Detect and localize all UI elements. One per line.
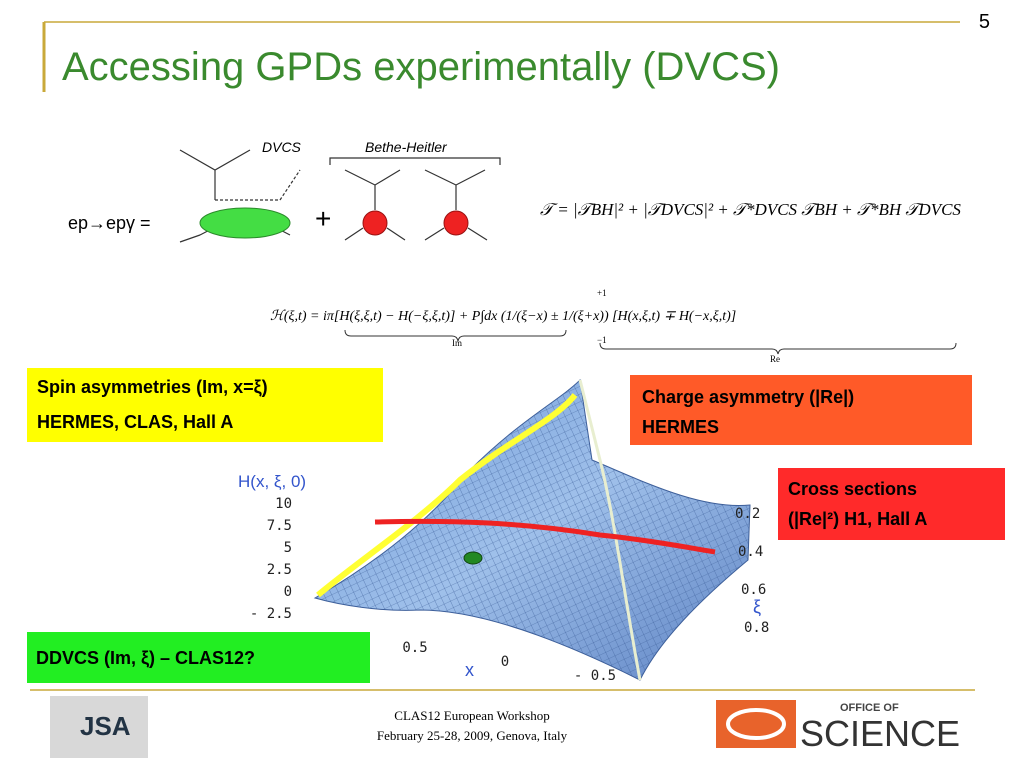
x-tick-label: 0 xyxy=(501,654,509,670)
box-bg xyxy=(27,368,383,442)
footer-line: February 25-28, 2009, Genova, Italy xyxy=(377,728,568,743)
underbrace xyxy=(344,329,567,342)
box-text: (|Re|²) H1, Hall A xyxy=(788,509,927,529)
bh-label: Bethe-Heitler xyxy=(365,139,448,155)
z-tick-label: 10 xyxy=(275,496,292,512)
box-text: DDVCS (Im, ξ) – CLAS12? xyxy=(36,648,255,669)
im-label: Im xyxy=(452,338,462,348)
x-tick-label: - 0.5 xyxy=(574,668,616,684)
footer-line: CLAS12 European Workshop xyxy=(394,708,549,723)
underbrace xyxy=(599,342,957,355)
xi-axis-label: ξ xyxy=(753,597,761,617)
box-text: HERMES xyxy=(642,417,719,437)
integral-limit: +1 xyxy=(597,288,607,298)
box-text: Charge asymmetry (|Re|) xyxy=(642,387,854,407)
amplitude-formula: 𝒯 = |𝒯BH|² + |𝒯DVCS|² + 𝒯*DVCS 𝒯BH + 𝒯*B… xyxy=(540,200,961,219)
slide-number: 5 xyxy=(979,11,990,33)
box-text: HERMES, CLAS, Hall A xyxy=(37,412,233,432)
surface-plot xyxy=(313,378,751,681)
z-tick-label: 0 xyxy=(284,584,292,600)
plus: + xyxy=(315,203,331,234)
bh-blob xyxy=(443,210,469,236)
z-tick-label: 5 xyxy=(284,540,292,556)
x-axis-label: x xyxy=(465,660,474,680)
box-text: Spin asymmetries (Im, x=ξ) xyxy=(37,377,268,398)
z-axis-label: H(x, ξ, 0) xyxy=(238,472,306,491)
z-tick-label: 2.5 xyxy=(267,562,292,578)
title: Accessing GPDs experimentally (DVCS) xyxy=(62,45,780,89)
xi-tick-label: 0.8 xyxy=(744,620,769,636)
integral-limit: −1 xyxy=(597,335,607,345)
science-logo xyxy=(726,708,786,740)
xi-tick-label: 0.6 xyxy=(741,582,766,598)
bh-blob xyxy=(362,210,388,236)
dvcs-blob xyxy=(199,207,291,239)
z-tick-label: - 2.5 xyxy=(250,606,292,622)
z-tick-label: 7.5 xyxy=(267,518,292,534)
dvcs-label: DVCS xyxy=(262,139,302,155)
re-label: Re xyxy=(770,354,780,364)
xi-tick-label: 0.4 xyxy=(738,544,763,560)
gpd-formula: ℋ(ξ,t) = iπ[H(ξ,ξ,t) − H(−ξ,ξ,t)] + P∫dx… xyxy=(270,309,736,324)
box-bg xyxy=(778,468,1005,540)
jsa-logo xyxy=(50,696,148,758)
xi-tick-label: 0.2 xyxy=(735,506,760,522)
science-logo-text: SCIENCE xyxy=(800,713,960,754)
box-text: Cross sections xyxy=(788,479,917,499)
box-bg xyxy=(630,375,972,445)
science-logo-text: OFFICE OF xyxy=(840,702,899,714)
x-tick-label: 0.5 xyxy=(402,640,427,656)
box-bg xyxy=(27,632,370,683)
jsa-logo-text: JSA xyxy=(80,711,131,741)
reaction: ep→epγ = xyxy=(68,213,151,233)
